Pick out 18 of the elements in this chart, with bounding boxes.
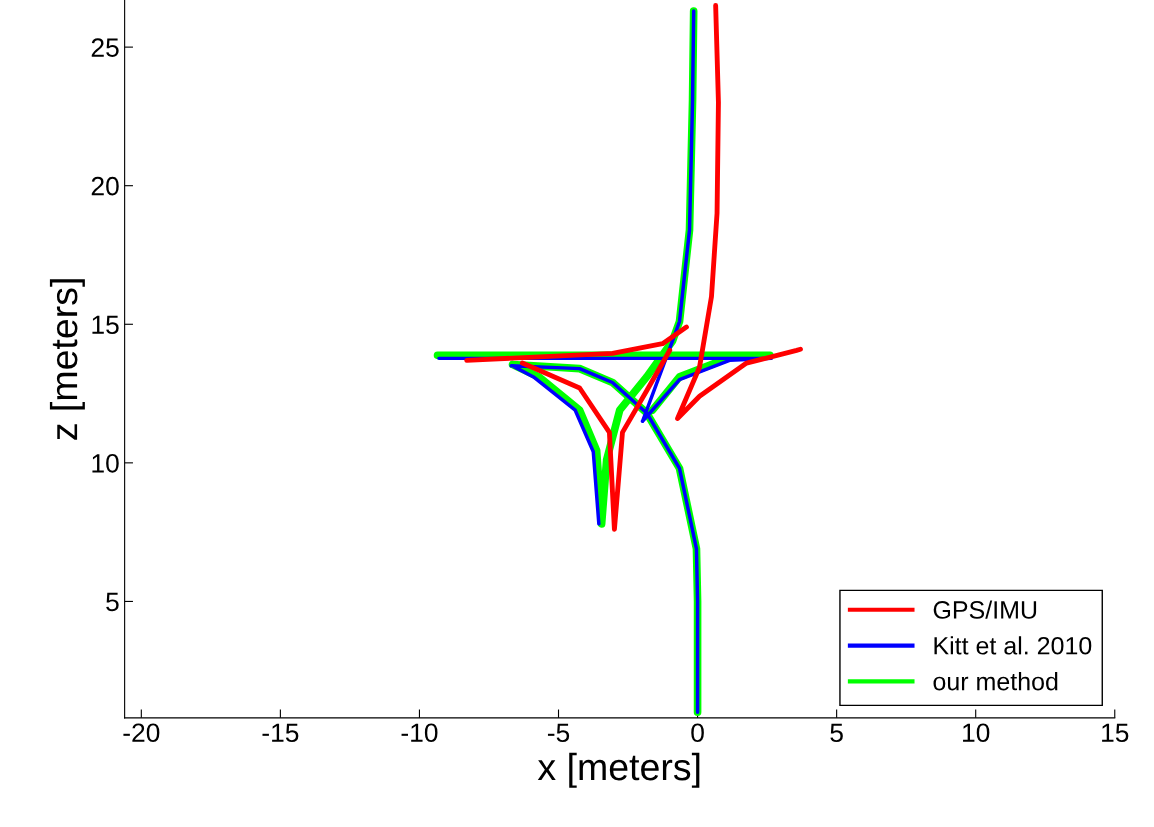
x-tick-label: 15 [1102, 723, 1129, 743]
x-tick-label: -20 [123, 723, 160, 743]
x-tick-label: 10 [963, 723, 990, 743]
y-tick-label: 5 [106, 592, 119, 612]
x-tick-label: -5 [547, 723, 570, 743]
y-tick-label: 10 [92, 453, 119, 473]
x-tick-label: 0 [691, 723, 704, 743]
x-tick-label: -10 [401, 723, 438, 743]
x-tick-label: -15 [262, 723, 299, 743]
legend-label: our method [933, 672, 1058, 691]
y-axis-title: z [meters] [49, 279, 85, 440]
x-axis-title: x [meters] [537, 752, 700, 788]
y-tick-label: 15 [92, 315, 119, 335]
legend-label: Kitt et al. 2010 [934, 636, 1092, 655]
y-tick-label: 25 [91, 38, 119, 57]
legend-label: GPS/IMU [933, 600, 1037, 619]
x-tick-label: 5 [830, 723, 843, 743]
y-tick-label: 20 [91, 176, 119, 196]
